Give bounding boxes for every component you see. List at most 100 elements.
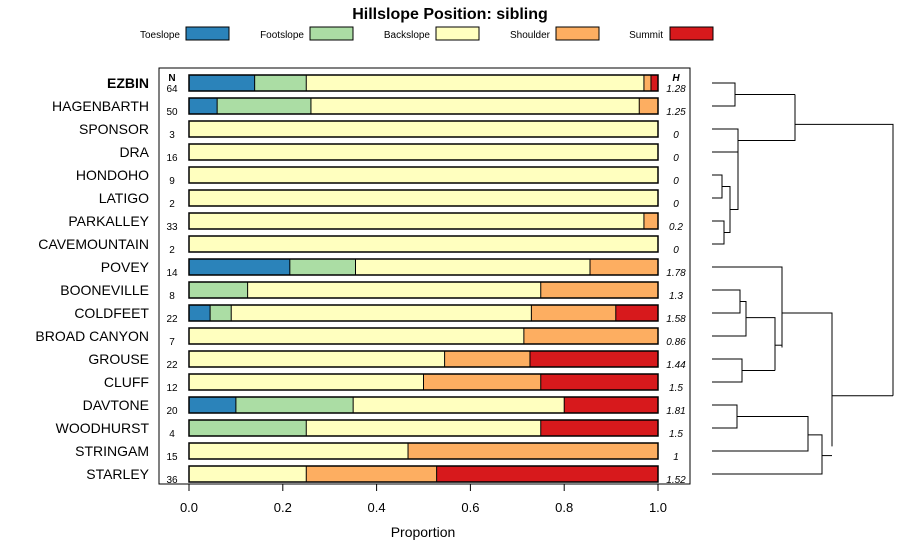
row-label-dra: DRA [119,144,149,160]
row-label-booneville: BOONEVILLE [60,282,149,298]
chart-title: Hillslope Position: sibling [352,6,548,23]
legend-swatch-toeslope [185,26,230,41]
h-value-dra: 0 [673,153,679,164]
legend-label-footslope: Footslope [260,30,304,41]
bar-outline-starley [188,465,659,483]
dendrogram-branch [722,186,731,233]
bar-outline-parkalley [188,212,659,230]
bar-segment-ezbin-toeslope [189,75,255,91]
h-value-cluff: 1.5 [669,383,683,394]
bar-outline-sponsor [188,120,659,138]
row-label-davtone: DAVTONE [83,397,149,413]
h-value-ezbin: 1.28 [666,84,686,95]
row-label-starley: STARLEY [86,466,149,482]
bar-outline-hondoho [188,166,659,184]
x-tick-label: 0.2 [274,500,292,515]
bar-segment-ezbin-shoulder [643,75,651,91]
bar-segment-davtone-backslope [353,397,565,413]
n-value-stringam: 15 [166,452,178,463]
bar-segment-broad-canyon-backslope [189,328,524,344]
bar-segment-woodhurst-footslope [189,420,307,436]
n-value-woodhurst: 4 [169,429,175,440]
bar-segment-booneville-backslope [247,282,541,298]
row-label-stringam: STRINGAM [75,443,149,459]
bar-segment-parkalley-backslope [189,213,644,229]
bar-outline-woodhurst [188,419,659,437]
row-label-povey: POVEY [101,259,150,275]
bar-segment-cluff-shoulder [423,374,541,390]
x-axis-label: Proportion [391,524,456,540]
h-value-parkalley: 0.2 [669,222,683,233]
n-column-header: N [168,73,175,84]
bar-segment-parkalley-shoulder [643,213,658,229]
legend-swatch-summit [669,26,714,41]
n-value-davtone: 20 [166,406,178,417]
row-label-latigo: LATIGO [99,190,149,206]
n-value-dra: 16 [166,153,178,164]
bar-segment-davtone-toeslope [189,397,236,413]
h-value-booneville: 1.3 [669,291,683,302]
x-tick-label: 0.6 [461,500,479,515]
bar-segment-grouse-summit [529,351,658,367]
dendrogram-branch [712,266,783,348]
n-value-povey: 14 [166,268,178,279]
bar-segment-ezbin-summit [650,75,658,91]
n-value-booneville: 8 [169,291,175,302]
bar-segment-starley-shoulder [306,466,437,482]
h-column-header: H [672,73,680,84]
bar-segment-dra-backslope [189,144,658,160]
h-value-latigo: 0 [673,199,679,210]
h-value-cavemountain: 0 [673,245,679,256]
dendrogram-branch [730,152,739,210]
plot-frame [158,67,691,485]
bar-segment-grouse-shoulder [444,351,530,367]
n-value-ezbin: 64 [166,84,178,95]
bar-segment-ezbin-footslope [254,75,307,91]
bar-segment-hondoho-backslope [189,167,658,183]
bar-segment-broad-canyon-shoulder [523,328,658,344]
bar-outline-stringam [188,442,659,460]
bar-outline-povey [188,258,659,276]
bar-segment-woodhurst-summit [540,420,658,436]
bar-segment-coldfeet-toeslope [189,305,211,321]
bar-segment-povey-toeslope [189,259,290,275]
dendrogram-branch [712,82,736,107]
x-tick-label: 1.0 [649,500,667,515]
row-label-ezbin: EZBIN [107,75,149,91]
h-value-davtone: 1.81 [666,406,685,417]
dendrogram-branch [712,416,809,452]
legend-label-toeslope: Toeslope [140,30,180,41]
x-axis: 0.0 0.2 0.4 0.6 0.8 1.0 [180,484,667,515]
legend-swatch-backslope [435,26,480,41]
row-label-grouse: GROUSE [88,351,149,367]
bar-segment-coldfeet-backslope [231,305,532,321]
legend-swatch-shoulder [555,26,600,41]
row-label-hagenbarth: HAGENBARTH [52,98,149,114]
dendrogram-branch [712,128,739,153]
bar-outline-hagenbarth [188,97,659,115]
dendrogram-branch [746,317,776,371]
bar-segment-hagenbarth-toeslope [189,98,218,114]
bar-outline-davtone [188,396,659,414]
row-label-parkalley: PARKALLEY [68,213,149,229]
bar-outline-latigo [188,189,659,207]
row-label-sponsor: SPONSOR [79,121,149,137]
dendrogram-branch [795,123,894,396]
bar-segment-hagenbarth-backslope [310,98,640,114]
bar-segment-booneville-shoulder [540,282,658,298]
bar-segment-booneville-footslope [189,282,248,298]
bar-segment-coldfeet-footslope [210,305,232,321]
h-value-starley: 1.52 [666,475,686,486]
dendrogram-branch [712,220,725,245]
bar-outline-booneville [188,281,659,299]
h-value-stringam: 1 [673,452,679,463]
bar-segment-woodhurst-backslope [306,420,541,436]
bar-segment-starley-summit [436,466,658,482]
row-label-cavemountain: CAVEMOUNTAIN [38,236,149,252]
legend: Toeslope Footslope Backslope Shoulder Summit [140,26,714,41]
row-label-coldfeet: COLDFEET [74,305,149,321]
n-value-starley: 36 [166,475,178,486]
bar-segment-starley-backslope [189,466,307,482]
bar-segment-grouse-backslope [189,351,445,367]
